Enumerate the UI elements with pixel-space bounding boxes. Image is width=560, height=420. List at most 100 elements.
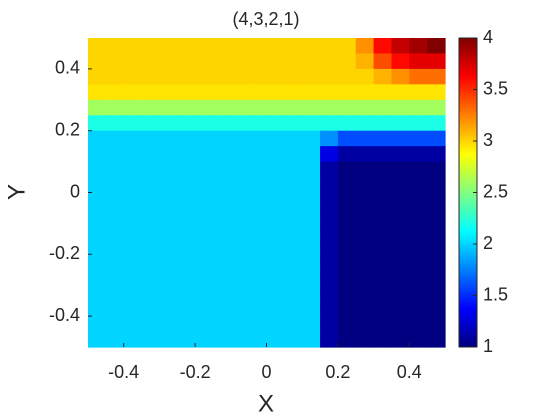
heatmap-cell xyxy=(195,223,214,240)
colorbar-tick-label: 2.5 xyxy=(483,181,508,201)
heatmap-cell xyxy=(302,130,321,147)
heatmap-cell xyxy=(409,254,428,271)
heatmap-cell xyxy=(177,68,196,85)
heatmap-cell xyxy=(141,130,160,147)
heatmap-cell xyxy=(320,38,339,55)
heatmap-cell xyxy=(88,300,107,317)
heatmap-cell xyxy=(320,99,339,116)
heatmap-cell xyxy=(105,146,125,163)
heatmap-cell xyxy=(373,146,393,163)
heatmap-cell xyxy=(266,254,285,271)
heatmap-cell xyxy=(355,38,375,55)
heatmap-cell xyxy=(320,300,339,317)
heatmap-cell xyxy=(355,99,375,116)
heatmap-cell xyxy=(373,300,393,317)
heatmap-cell xyxy=(212,207,232,224)
heatmap-cell xyxy=(141,99,160,116)
heatmap-cell xyxy=(88,331,107,348)
heatmap-cell xyxy=(337,84,357,101)
heatmap-cell xyxy=(248,161,268,178)
heatmap-cell xyxy=(284,84,303,101)
heatmap-cell xyxy=(141,238,160,255)
heatmap-cell xyxy=(123,99,143,116)
heatmap-cell xyxy=(320,207,339,224)
heatmap-cell xyxy=(391,269,410,286)
heatmap-cell xyxy=(391,115,410,132)
heatmap-cell xyxy=(355,115,375,132)
heatmap-cell xyxy=(141,300,160,317)
heatmap-cell xyxy=(195,177,214,194)
heatmap-cell xyxy=(337,300,357,317)
heatmap-cell xyxy=(337,130,357,147)
x-tick-label: 0.4 xyxy=(397,362,422,382)
heatmap-cell xyxy=(284,269,303,286)
heatmap-cell xyxy=(105,238,125,255)
heatmap-cell xyxy=(284,53,303,70)
heatmap-cell xyxy=(409,316,428,333)
heatmap-cell xyxy=(177,161,196,178)
heatmap-cell xyxy=(123,84,143,101)
heatmap-cell xyxy=(302,177,321,194)
heatmap-cell xyxy=(248,223,268,240)
heatmap-cell xyxy=(337,269,357,286)
heatmap-cell xyxy=(391,99,410,116)
heatmap-cell xyxy=(427,177,446,194)
heatmap-cell xyxy=(427,84,446,101)
heatmap-cell xyxy=(284,38,303,55)
heatmap-cell xyxy=(409,115,428,132)
heatmap-cell xyxy=(177,238,196,255)
heatmap-cell xyxy=(284,130,303,147)
heatmap-cell xyxy=(391,254,410,271)
y-tick-label: -0.4 xyxy=(49,305,80,325)
heatmap-cell xyxy=(105,53,125,70)
heatmap-cell xyxy=(266,177,285,194)
heatmap-cell xyxy=(409,192,428,209)
heatmap-cell xyxy=(105,269,125,286)
heatmap-cell xyxy=(284,115,303,132)
heatmap-cell xyxy=(427,38,446,55)
heatmap-cell xyxy=(320,84,339,101)
heatmap-cell xyxy=(123,238,143,255)
y-tick-label: 0.2 xyxy=(55,119,80,139)
heatmap-cell xyxy=(355,177,375,194)
heatmap-cell xyxy=(427,254,446,271)
heatmap-cell xyxy=(302,192,321,209)
heatmap-cell xyxy=(159,192,178,209)
heatmap-cell xyxy=(248,53,268,70)
heatmap-cell xyxy=(230,269,250,286)
heatmap-cell xyxy=(302,269,321,286)
heatmap-cell xyxy=(391,192,410,209)
heatmap-cell xyxy=(391,177,410,194)
colorbar-tick-label: 1 xyxy=(483,336,493,356)
heatmap-cell xyxy=(248,177,268,194)
heatmap-cell xyxy=(195,254,214,271)
heatmap-cell xyxy=(337,53,357,70)
heatmap-cell xyxy=(230,254,250,271)
heatmap-cell xyxy=(337,207,357,224)
heatmap-cell xyxy=(373,285,393,302)
heatmap-cell xyxy=(177,115,196,132)
heatmap-cell xyxy=(230,130,250,147)
heatmap-cell xyxy=(88,177,107,194)
heatmap-cell xyxy=(320,269,339,286)
heatmap-cell xyxy=(391,207,410,224)
heatmap-cell xyxy=(230,331,250,348)
heatmap-cell xyxy=(266,53,285,70)
heatmap-cell xyxy=(159,146,178,163)
heatmap-cell xyxy=(88,192,107,209)
heatmap-cell xyxy=(105,161,125,178)
heatmap-cell xyxy=(123,38,143,55)
heatmap-cell xyxy=(105,84,125,101)
heatmap-cell xyxy=(195,38,214,55)
heatmap-cell xyxy=(159,161,178,178)
heatmap-cell xyxy=(302,38,321,55)
heatmap-cell xyxy=(88,238,107,255)
heatmap-cell xyxy=(159,223,178,240)
heatmap-cell xyxy=(212,223,232,240)
heatmap-cell xyxy=(141,146,160,163)
heatmap-cell xyxy=(248,84,268,101)
heatmap-cell xyxy=(195,192,214,209)
heatmap-cell xyxy=(159,99,178,116)
heatmap-cell xyxy=(302,68,321,85)
heatmap-cell xyxy=(212,316,232,333)
